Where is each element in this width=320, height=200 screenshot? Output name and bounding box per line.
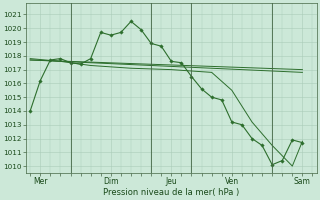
X-axis label: Pression niveau de la mer( hPa ): Pression niveau de la mer( hPa ) (103, 188, 239, 197)
